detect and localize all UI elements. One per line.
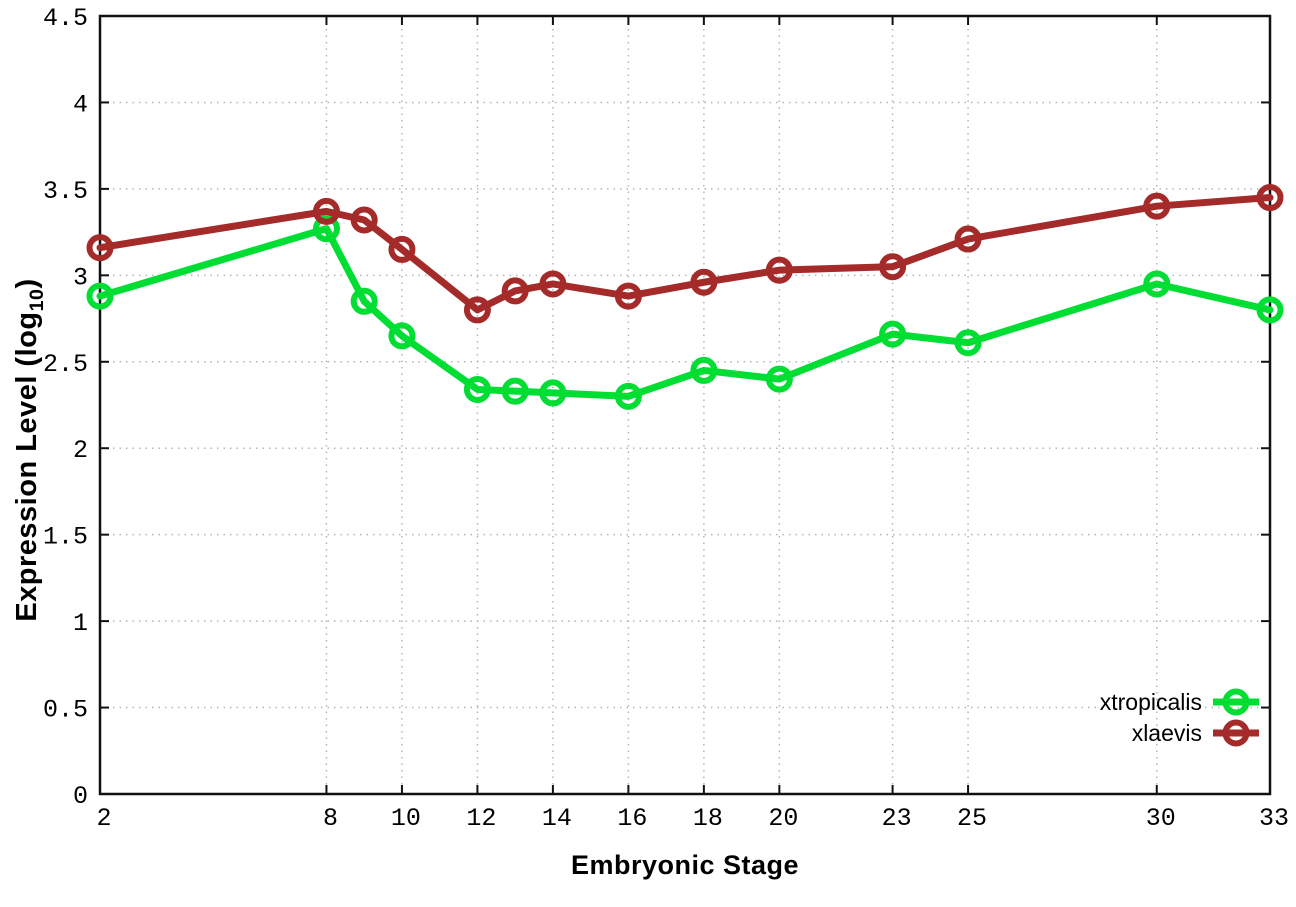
y-tick-label: 4.5 — [43, 4, 88, 33]
data-point-xlaevis-stage-16 — [614, 282, 642, 310]
data-point-xtropicalis-stage-13 — [501, 377, 529, 405]
x-axis-title: Embryonic Stage — [570, 850, 800, 880]
data-point-xlaevis-stage-2 — [86, 234, 114, 262]
data-point-xlaevis-stage-10 — [388, 235, 416, 263]
data-point-xlaevis-stage-13 — [501, 277, 529, 305]
y-axis-title-end: ) — [11, 278, 44, 289]
x-tick-label: 25 — [957, 804, 987, 833]
x-tick-label: 33 — [1259, 804, 1289, 833]
x-tick-label: 10 — [391, 804, 421, 833]
x-tick-label: 20 — [768, 804, 798, 833]
data-point-xlaevis-stage-20 — [765, 256, 793, 284]
series-line-xlaevis — [96, 194, 1274, 314]
data-point-xtropicalis-stage-30 — [1143, 270, 1171, 298]
y-tick-label: 2 — [73, 436, 88, 465]
legend-marker-xtropicalis — [1222, 688, 1250, 716]
series-line-xtropicalis — [96, 225, 1274, 400]
x-tick-label: 12 — [466, 804, 496, 833]
x-tick-label: 18 — [693, 804, 723, 833]
data-point-xlaevis-stage-14 — [539, 270, 567, 298]
y-tick-label: 4 — [73, 90, 88, 119]
legend-label-xtropicalis: xtropicalis — [1100, 689, 1202, 715]
y-tick-label: 3.5 — [43, 177, 88, 206]
data-point-xlaevis-stage-30 — [1143, 192, 1171, 220]
x-tick-label: 8 — [323, 804, 338, 833]
x-tick-label: 2 — [96, 804, 111, 833]
data-point-xlaevis-stage-12 — [463, 296, 491, 324]
x-tick-label: 30 — [1146, 804, 1176, 833]
data-point-xlaevis-stage-9 — [350, 206, 378, 234]
data-point-xtropicalis-stage-33 — [1256, 296, 1284, 324]
plot-border — [98, 14, 1272, 796]
data-point-xtropicalis-stage-8 — [312, 215, 340, 243]
data-point-xtropicalis-stage-20 — [765, 365, 793, 393]
y-tick-label: 2.5 — [43, 350, 88, 379]
data-point-xtropicalis-stage-18 — [690, 356, 718, 384]
data-point-xtropicalis-stage-9 — [350, 287, 378, 315]
y-tick-label: 0 — [73, 782, 88, 811]
data-point-xtropicalis-stage-10 — [388, 322, 416, 350]
y-tick-label: 3 — [73, 263, 88, 292]
x-tick-label: 23 — [882, 804, 912, 833]
y-tick-label: 0.5 — [43, 696, 88, 725]
data-point-xlaevis-stage-8 — [312, 197, 340, 225]
data-point-xlaevis-stage-23 — [879, 253, 907, 281]
data-point-xlaevis-stage-18 — [690, 268, 718, 296]
y-axis-title: Expression Level (log10) — [11, 278, 49, 621]
data-point-xtropicalis-stage-2 — [86, 282, 114, 310]
y-axis-title-main: Expression Level (log — [11, 311, 44, 622]
data-point-xtropicalis-stage-14 — [539, 379, 567, 407]
y-tick-label: 1 — [73, 609, 88, 638]
y-axis-title-subscript: 10 — [25, 288, 48, 312]
x-tick-label: 14 — [542, 804, 572, 833]
x-tick-label: 16 — [617, 804, 647, 833]
data-point-xtropicalis-stage-25 — [954, 329, 982, 357]
y-tick-label: 1.5 — [43, 523, 88, 552]
legend-label-xlaevis: xlaevis — [1132, 720, 1202, 746]
legend-marker-xlaevis — [1222, 719, 1250, 747]
data-point-xtropicalis-stage-16 — [614, 382, 642, 410]
data-point-xlaevis-stage-25 — [954, 225, 982, 253]
data-point-xtropicalis-stage-12 — [463, 375, 491, 403]
data-point-xtropicalis-stage-23 — [879, 320, 907, 348]
data-point-xlaevis-stage-33 — [1256, 184, 1284, 212]
